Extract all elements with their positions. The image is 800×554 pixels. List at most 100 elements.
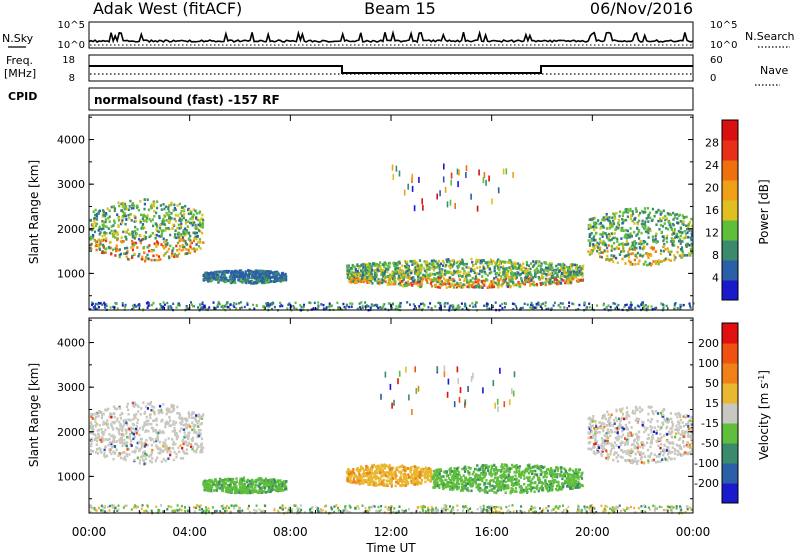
heatmap-cell (207, 486, 210, 490)
heatmap-cell (159, 204, 162, 207)
heatmap-cell (201, 447, 204, 451)
heatmap-cell (403, 259, 407, 263)
heatmap-cell (127, 408, 130, 412)
heatmap-cell (89, 431, 93, 435)
heatmap-cell (145, 236, 148, 239)
heatmap-cell (183, 230, 186, 233)
heatmap-cell (369, 480, 372, 483)
heatmap-cell (500, 260, 503, 264)
heatmap-cell (616, 240, 619, 243)
heatmap-cell (376, 281, 379, 285)
heatmap-cell (118, 420, 121, 424)
freq-label-line1: Freq. (6, 54, 33, 67)
heatmap-cell (303, 303, 305, 307)
heatmap-cell (242, 488, 245, 491)
heatmap-cell (372, 481, 375, 485)
heatmap-cell (681, 231, 684, 234)
heatmap-cell (394, 477, 397, 480)
heatmap-cell (562, 266, 565, 270)
colorbar-tick-label: 4 (712, 272, 719, 285)
heatmap-cell (575, 279, 579, 283)
heatmap-cell (158, 429, 161, 433)
heatmap-cell (367, 264, 370, 267)
heatmap-cell (346, 269, 349, 273)
heatmap-cell (211, 485, 214, 489)
heatmap-cell (125, 452, 128, 456)
heatmap-cell (136, 441, 139, 445)
heatmap-cell (253, 488, 256, 492)
heatmap-cell (647, 256, 650, 260)
heatmap-cell (225, 302, 228, 305)
heatmap-cell (417, 466, 420, 469)
heatmap-cell (589, 226, 592, 229)
heatmap-cell (293, 306, 296, 310)
heatmap-cell (449, 305, 452, 308)
heatmap-cell (665, 227, 668, 230)
heatmap-cell (139, 200, 142, 203)
heatmap-cell (103, 221, 106, 224)
heatmap-cell (187, 251, 191, 254)
heatmap-cell (544, 282, 547, 285)
heatmap-cell (399, 281, 402, 285)
heatmap-cell (101, 215, 104, 218)
heatmap-cell (167, 205, 170, 209)
heatmap-cell (379, 266, 382, 269)
heatmap-cell (259, 275, 262, 278)
heatmap-cell (472, 281, 475, 285)
heatmap-cell (206, 479, 209, 483)
nsky-tick-bottom: 10^0 (58, 40, 85, 51)
heatmap-cell (419, 277, 422, 280)
heatmap-cell (417, 473, 420, 477)
heatmap-cell (407, 265, 410, 269)
heatmap-cell (240, 275, 243, 278)
heatmap-cell (612, 302, 615, 305)
heatmap-cell (458, 260, 462, 263)
heatmap-cell (689, 304, 691, 308)
heatmap-cell (251, 484, 254, 488)
heatmap-cell (173, 252, 176, 256)
heatmap-cell (385, 464, 388, 468)
heatmap-cell (520, 279, 524, 283)
heatmap-cell (243, 484, 246, 487)
heatmap-cell (93, 217, 96, 220)
heatmap-cell (370, 271, 373, 274)
heatmap-cell (162, 443, 165, 447)
heatmap-cell (129, 199, 132, 203)
heatmap-cell (209, 486, 212, 490)
heatmap-cell (112, 434, 115, 437)
heatmap-cell (171, 249, 174, 252)
heatmap-cell (349, 266, 353, 270)
heatmap-cell (138, 304, 141, 307)
heatmap-cell (102, 433, 105, 437)
heatmap-cell (400, 276, 403, 280)
heatmap-cell (588, 306, 591, 309)
heatmap-cell (156, 206, 159, 210)
heatmap-cell (648, 211, 652, 215)
heatmap-cell (124, 303, 127, 307)
heatmap-cell (621, 218, 624, 221)
heatmap-cell (477, 281, 480, 285)
heatmap-cell (437, 260, 440, 263)
heatmap-cell (430, 259, 433, 263)
heatmap-cell (227, 279, 230, 283)
heatmap-cell (222, 482, 225, 486)
heatmap-cell (425, 266, 428, 270)
heatmap-cell (240, 273, 243, 277)
heatmap-cell (255, 304, 258, 307)
heatmap-cell (138, 252, 141, 256)
heatmap-cell (394, 262, 397, 265)
heatmap-cell (175, 306, 178, 309)
heatmap-cell (644, 240, 647, 244)
heatmap-cell (422, 302, 424, 305)
heatmap-cell (354, 270, 357, 274)
heatmap-cell (139, 239, 142, 243)
heatmap-cell (104, 218, 107, 221)
heatmap-cell (679, 220, 682, 223)
heatmap-cell (560, 278, 563, 281)
heatmap-cell (131, 239, 134, 243)
heatmap-cell (393, 470, 396, 473)
heatmap-cell (155, 228, 158, 231)
heatmap-cell (248, 269, 251, 273)
heatmap-cell (139, 447, 142, 451)
